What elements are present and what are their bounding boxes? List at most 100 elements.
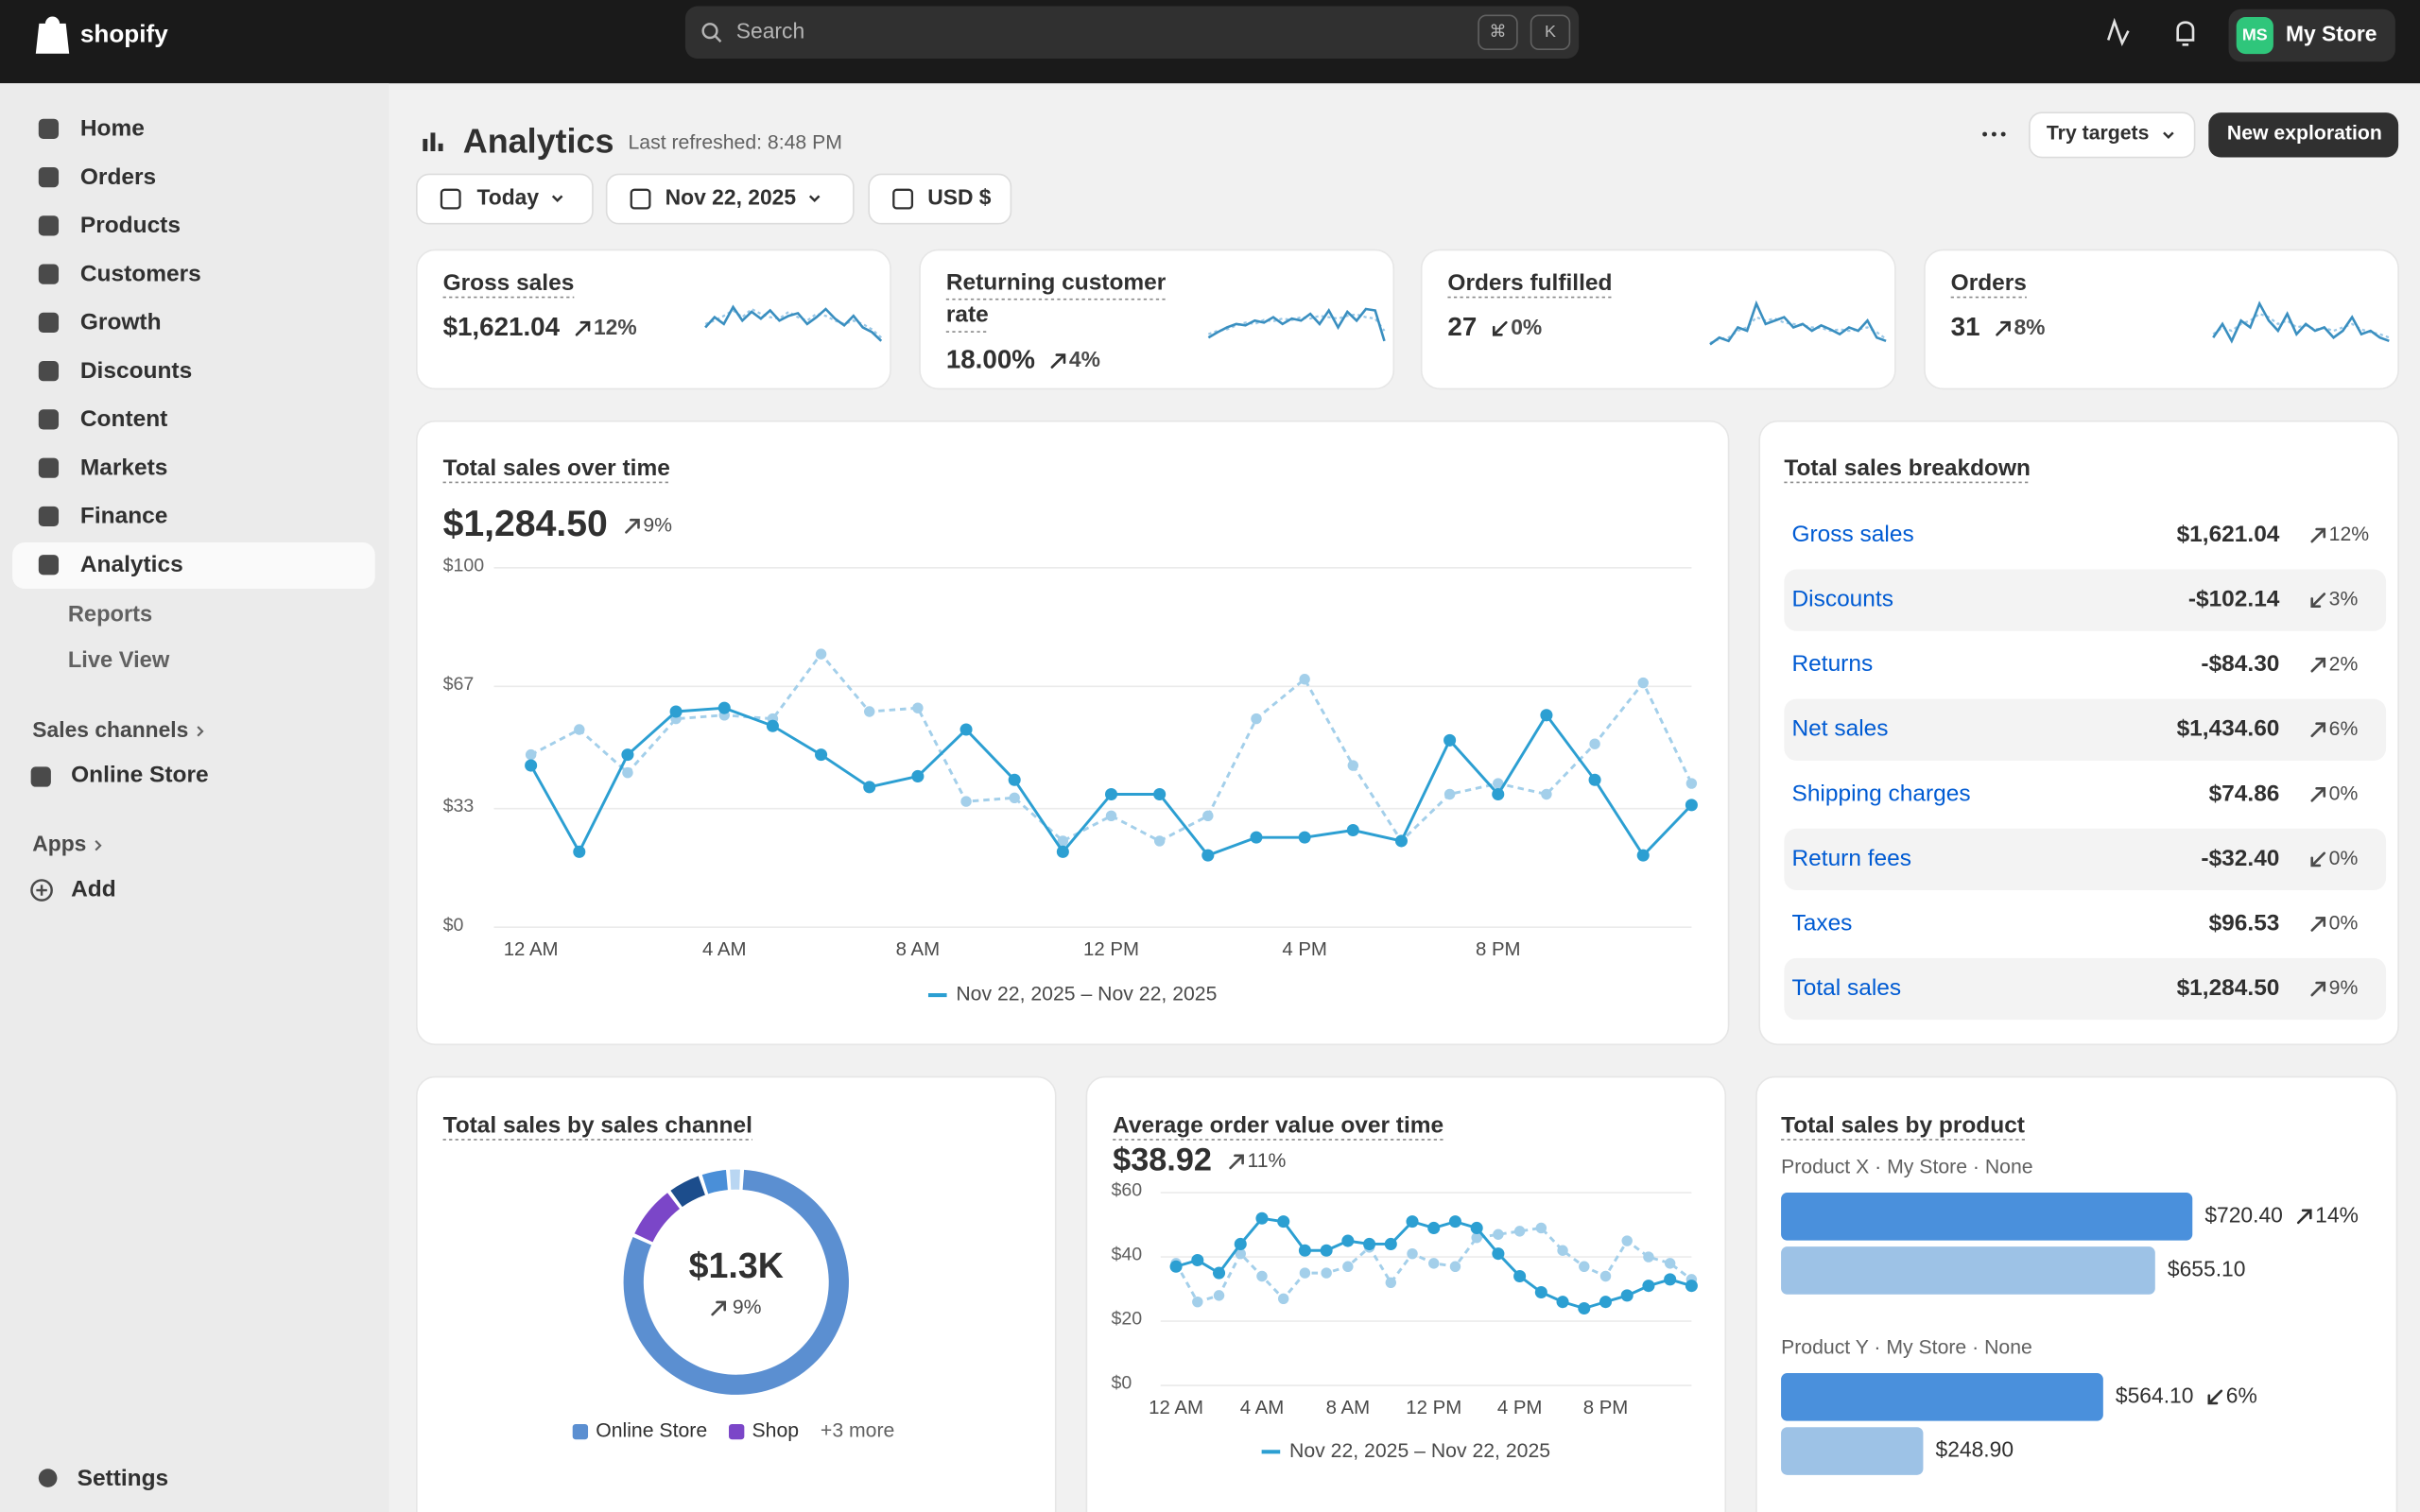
card-change: 11% [1248,1150,1287,1172]
kpi-value: 27 [1447,312,1477,341]
data-point [1363,1237,1376,1250]
breakdown-label[interactable]: Net sales [1792,716,1889,742]
data-point [1443,733,1457,747]
breakdown-label[interactable]: Return fees [1792,846,1911,871]
nav-item[interactable]: Home [80,116,145,142]
x-tick-label: 4 PM [1497,1398,1543,1418]
breakdown-label[interactable]: Taxes [1792,910,1853,936]
nav-item[interactable]: Discounts [80,358,192,384]
section-title[interactable]: Apps [32,832,86,856]
breakdown-value: $1,621.04 [2177,522,2280,547]
breakdown-label[interactable]: Shipping charges [1792,781,1971,806]
nav-subitem[interactable]: Live View [68,648,170,673]
nav-item[interactable]: Finance [80,504,167,529]
nav-subitem[interactable]: Reports [68,603,152,627]
kpi-value: $1,621.04 [443,312,561,341]
kpi-title: Gross sales [443,270,575,296]
data-point [1250,831,1263,844]
filter-label[interactable]: USD $ [927,185,992,210]
filter-button[interactable] [605,173,855,225]
data-point [1664,1258,1676,1269]
x-tick-label: 4 AM [1240,1398,1284,1418]
data-point [1105,810,1117,822]
x-tick-label: 12 PM [1083,939,1139,960]
nav-item[interactable]: Online Store [71,763,208,788]
nav-item[interactable]: Markets [80,455,167,480]
nav-icon [38,506,60,527]
trend-arrow [2310,527,2326,543]
nav-item[interactable]: Growth [80,310,162,335]
data-point [525,748,537,761]
filter-label[interactable]: Today [476,185,539,210]
data-point [1540,709,1553,722]
row-stripe [1784,828,2387,891]
button-label[interactable]: New exploration [2227,123,2382,145]
bar-value-label: $720.40 [2204,1202,2283,1227]
shortcut-key [1530,14,1571,51]
breakdown-value: $1,284.50 [2177,975,2280,1001]
donut-change: 9% [733,1297,762,1318]
nav-icon [38,264,60,284]
breakdown-value: -$102.14 [2188,587,2280,612]
breakdown-label[interactable]: Discounts [1792,587,1893,612]
brand: shopify [80,19,168,47]
data-point [1443,788,1456,800]
card-title: Total sales by sales channel [443,1112,752,1138]
bar-value-label: $248.90 [1935,1437,2014,1462]
breakdown-label[interactable]: Total sales [1792,975,1902,1001]
y-tick-label: $40 [1112,1245,1143,1265]
data-point [1277,1215,1290,1228]
data-point [1557,1245,1568,1256]
breakdown-label[interactable]: Gross sales [1792,522,1914,547]
card-title: Total sales over time [443,455,670,481]
data-point [1589,738,1600,749]
search-box[interactable] [684,6,1580,60]
new-exploration-button[interactable] [2208,112,2399,158]
data-point [1277,1293,1289,1304]
add-icon [30,879,53,902]
nav-item[interactable]: Products [80,213,181,238]
filter-button[interactable] [868,173,1012,225]
data-point [1153,835,1166,847]
section-title[interactable]: Sales channels [32,717,188,742]
activity-icon[interactable] [2106,17,2130,47]
data-point [1534,1285,1547,1299]
kpi-change: 8% [2014,315,2045,339]
data-point [1346,823,1359,837]
nav-item[interactable]: Analytics [80,552,183,577]
last-refreshed: Last refreshed: 8:48 PM [628,131,841,153]
data-point [1255,1211,1269,1225]
logo-icon [35,16,70,54]
data-point [1470,1221,1483,1234]
card [415,249,891,390]
breakdown-label[interactable]: Returns [1792,651,1874,677]
nav-icon [38,215,60,236]
nav-item[interactable]: Orders [80,164,156,190]
y-tick-label: $60 [1112,1180,1143,1201]
legend-label: Nov 22, 2025 – Nov 22, 2025 [1289,1440,1550,1462]
x-tick-label: 4 AM [702,939,746,960]
nav-item[interactable]: Customers [80,261,201,286]
data-point [1685,799,1698,812]
nav-item[interactable]: Content [80,406,167,432]
breakdown-change: 6% [2329,718,2359,740]
data-point [1406,1215,1419,1228]
bell-icon[interactable] [2176,21,2195,46]
try-targets-button[interactable] [2029,112,2196,159]
data-point [1056,845,1069,858]
title-icon [430,132,436,151]
nav-item[interactable]: Add [71,877,116,902]
data-point [1579,1261,1590,1272]
button-label[interactable]: Try targets [2047,123,2150,145]
data-point [622,766,633,779]
data-point [1428,1258,1440,1269]
filter-button[interactable] [415,173,594,225]
kpi-value: 31 [1951,312,1980,341]
data-point [1321,1267,1332,1279]
nav-item[interactable]: Settings [78,1466,169,1491]
nav-icon [38,166,60,188]
filter-label[interactable]: Nov 22, 2025 [666,185,797,210]
data-point [1492,1247,1505,1261]
breakdown-change: 3% [2329,589,2359,610]
sparkline [704,304,883,342]
